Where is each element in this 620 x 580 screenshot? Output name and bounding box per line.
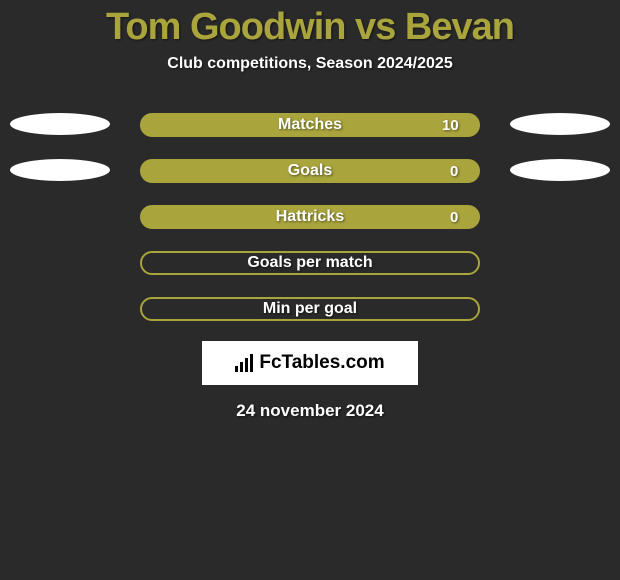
stat-bar: Min per goal xyxy=(140,297,480,321)
page-title: Tom Goodwin vs Bevan xyxy=(0,0,620,49)
player-left-ellipse xyxy=(10,159,110,181)
stat-label: Goals xyxy=(288,162,332,180)
stat-bar: Goals 0 xyxy=(140,159,480,183)
stat-bar: Hattricks 0 xyxy=(140,205,480,229)
stat-value-right: 0 xyxy=(450,209,458,226)
player-right-ellipse xyxy=(510,159,610,181)
bars-icon xyxy=(235,354,253,372)
stat-row: Goals per match xyxy=(0,251,620,275)
stat-label: Hattricks xyxy=(276,208,344,226)
stat-row: Matches 10 xyxy=(0,113,620,137)
logo-text: FcTables.com xyxy=(259,352,384,374)
player-left-ellipse xyxy=(10,113,110,135)
stat-row: Min per goal xyxy=(0,297,620,321)
subtitle: Club competitions, Season 2024/2025 xyxy=(0,55,620,73)
logo-box: FcTables.com xyxy=(202,341,418,385)
stat-value-right: 10 xyxy=(442,117,459,134)
stat-bar: Goals per match xyxy=(140,251,480,275)
stat-bar: Matches 10 xyxy=(140,113,480,137)
stat-label: Matches xyxy=(278,116,342,134)
stat-row: Hattricks 0 xyxy=(0,205,620,229)
stat-rows: Matches 10 Goals 0 Hattricks 0 Goals per match… xyxy=(0,113,620,321)
stat-label: Goals per match xyxy=(247,254,372,272)
stat-value-right: 0 xyxy=(450,163,458,180)
stat-row: Goals 0 xyxy=(0,159,620,183)
date-text: 24 november 2024 xyxy=(0,401,620,421)
stat-label: Min per goal xyxy=(263,300,357,318)
player-right-ellipse xyxy=(510,113,610,135)
